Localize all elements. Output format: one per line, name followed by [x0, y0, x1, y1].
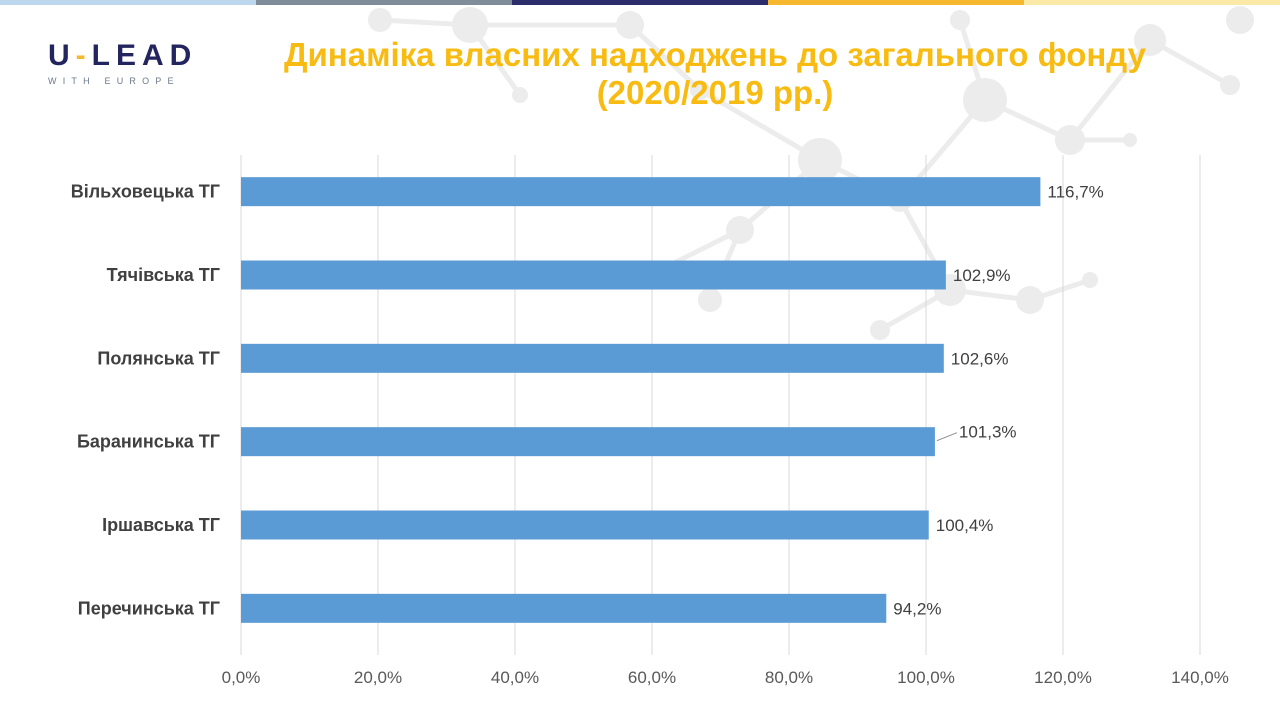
top-bar-segment-3 [512, 0, 768, 5]
data-label: 101,3% [959, 423, 1017, 442]
top-bar-segment-4 [768, 0, 1024, 5]
slide-title: Динаміка власних надходжень до загальног… [220, 36, 1210, 112]
bar [241, 593, 887, 623]
bar [241, 427, 935, 457]
category-label: Іршавська ТГ [102, 515, 220, 535]
data-label: 94,2% [893, 599, 941, 618]
slide-title-line-2: (2020/2019 рр.) [596, 74, 834, 111]
x-tick-label: 100,0% [897, 668, 955, 687]
bar [241, 343, 944, 373]
bar [241, 177, 1041, 207]
x-tick-label: 60,0% [628, 668, 676, 687]
category-label: Тячівська ТГ [107, 265, 220, 285]
category-label: Перечинська ТГ [78, 598, 220, 618]
top-bar-segment-2 [256, 0, 512, 5]
data-label: 102,9% [953, 266, 1011, 285]
logo-text-lead: LEAD [91, 39, 198, 72]
x-tick-label: 20,0% [354, 668, 402, 687]
category-label: Баранинська ТГ [77, 432, 220, 452]
data-label: 116,7% [1047, 183, 1103, 202]
data-label: 100,4% [936, 516, 994, 535]
u-lead-logo: U-LEAD WITH EUROPE [48, 40, 197, 87]
logo-wordmark: U-LEAD [48, 40, 197, 72]
category-label: Полянська ТГ [97, 348, 220, 368]
slide-title-line-1: Динаміка власних надходжень до загальног… [284, 36, 1146, 73]
top-bar-segment-5 [1024, 0, 1280, 5]
top-color-bar [0, 0, 1280, 5]
bar [241, 510, 929, 540]
x-tick-label: 0,0% [222, 668, 261, 687]
category-label: Вільховецька ТГ [71, 182, 220, 202]
data-label: 102,6% [951, 349, 1009, 368]
logo-text-dash: - [75, 39, 92, 72]
x-tick-label: 120,0% [1034, 668, 1092, 687]
top-bar-segment-1 [0, 0, 256, 5]
x-tick-label: 40,0% [491, 668, 539, 687]
logo-text-u: U [48, 39, 76, 72]
x-tick-label: 80,0% [765, 668, 813, 687]
logo-subtitle: WITH EUROPE [48, 76, 180, 86]
bar [241, 260, 946, 290]
data-label-leader-line [936, 432, 958, 442]
x-tick-label: 140,0% [1171, 668, 1229, 687]
